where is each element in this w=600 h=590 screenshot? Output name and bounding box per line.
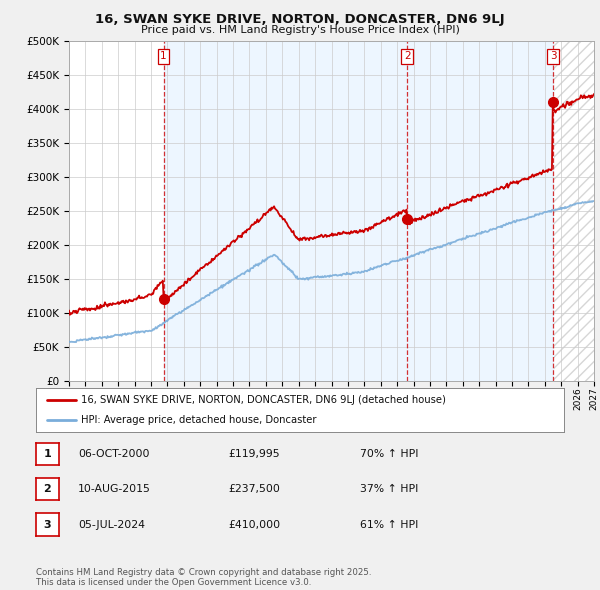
Text: 06-OCT-2000: 06-OCT-2000 [78, 449, 149, 458]
Text: 3: 3 [550, 51, 556, 61]
Text: 05-JUL-2024: 05-JUL-2024 [78, 520, 145, 529]
Text: 2: 2 [404, 51, 410, 61]
Text: 10-AUG-2015: 10-AUG-2015 [78, 484, 151, 494]
Text: Contains HM Land Registry data © Crown copyright and database right 2025.
This d: Contains HM Land Registry data © Crown c… [36, 568, 371, 587]
Text: 61% ↑ HPI: 61% ↑ HPI [360, 520, 418, 529]
Text: Price paid vs. HM Land Registry's House Price Index (HPI): Price paid vs. HM Land Registry's House … [140, 25, 460, 35]
Text: £410,000: £410,000 [228, 520, 280, 529]
Text: 16, SWAN SYKE DRIVE, NORTON, DONCASTER, DN6 9LJ: 16, SWAN SYKE DRIVE, NORTON, DONCASTER, … [95, 13, 505, 26]
Text: HPI: Average price, detached house, Doncaster: HPI: Average price, detached house, Donc… [81, 415, 316, 425]
Text: 1: 1 [44, 449, 51, 458]
Text: £119,995: £119,995 [228, 449, 280, 458]
Text: £237,500: £237,500 [228, 484, 280, 494]
Text: 2: 2 [44, 484, 51, 494]
Text: 37% ↑ HPI: 37% ↑ HPI [360, 484, 418, 494]
Text: 16, SWAN SYKE DRIVE, NORTON, DONCASTER, DN6 9LJ (detached house): 16, SWAN SYKE DRIVE, NORTON, DONCASTER, … [81, 395, 446, 405]
Text: 70% ↑ HPI: 70% ↑ HPI [360, 449, 419, 458]
Text: 1: 1 [160, 51, 167, 61]
Text: 3: 3 [44, 520, 51, 529]
